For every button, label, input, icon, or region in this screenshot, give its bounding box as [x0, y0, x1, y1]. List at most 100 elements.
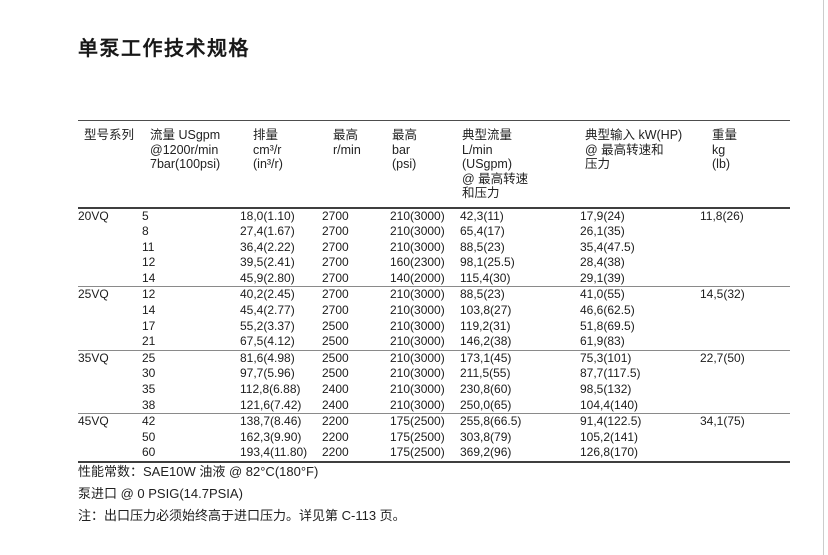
model-section-20VQ: 20VQ 5 18,0(1.10) 2700 210(3000) 42,3(11) 17,9… — [78, 208, 790, 287]
model-section-35VQ: 35VQ 25 81,6(4.98) 2500 210(3000) 173,1(45) 75… — [78, 350, 790, 413]
data-cell: 67,5(4.12) — [240, 334, 295, 349]
data-cell: 81,6(4.98) — [240, 350, 295, 365]
data-cell: 88,5(23) — [460, 239, 505, 254]
table-row: 30 97,7(5.96) 2500 210(3000) 211,5(55) 87,7(1… — [78, 366, 790, 382]
data-cell: 27,4(1.67) — [240, 224, 295, 239]
data-cell: 98,1(25.5) — [460, 255, 515, 270]
data-cell: 35,4(47.5) — [580, 239, 635, 254]
data-cell: 98,5(132) — [580, 382, 632, 397]
data-cell: 2500 — [322, 366, 349, 381]
data-cell: 8 — [142, 224, 149, 239]
data-cell: 26,1(35) — [580, 224, 625, 239]
data-cell: 193,4(11.80) — [240, 445, 308, 460]
weight-cell: 22,7(50) — [700, 350, 745, 365]
data-cell: 5 — [142, 208, 149, 223]
table-row: 14 45,4(2.77) 2700 210(3000) 103,8(27) 46,6(6… — [78, 303, 790, 319]
data-cell: 50 — [142, 429, 156, 444]
data-cell: 210(3000) — [390, 350, 445, 365]
data-cell: 45,4(2.77) — [240, 303, 295, 318]
data-cell: 17,9(24) — [580, 208, 625, 223]
data-cell: 210(3000) — [390, 366, 445, 381]
data-cell: 45,9(2.80) — [240, 270, 295, 285]
page-title: 单泵工作技术规格 — [78, 38, 250, 60]
data-cell: 175(2500) — [390, 445, 445, 460]
data-cell: 112,8(6.88) — [240, 382, 301, 397]
data-cell: 2700 — [322, 270, 349, 285]
data-cell: 369,2(96) — [460, 445, 512, 460]
table-row: 35 112,8(6.88) 2400 210(3000) 230,8(60) 98,5(… — [78, 382, 790, 398]
spec-table-container: 型号系列 流量 USgpm @1200r/min 7bar(100psi) 排量 c… — [78, 120, 790, 463]
data-cell: 119,2(31) — [460, 318, 511, 333]
data-cell: 210(3000) — [390, 287, 445, 302]
data-cell: 210(3000) — [390, 208, 445, 223]
data-cell: 2700 — [322, 255, 349, 270]
data-cell: 42 — [142, 414, 156, 429]
data-cell: 230,8(60) — [460, 382, 512, 397]
table-row: 38 121,6(7.42) 2400 210(3000) 250,0(65) 104,4… — [78, 398, 790, 414]
table-row: 17 55,2(3.37) 2500 210(3000) 119,2(31) 51,8(6… — [78, 319, 790, 335]
data-cell: 210(3000) — [390, 382, 445, 397]
note-outlet-pressure: 注：出口压力必须始终高于进口压力。详见第 C-113 页。 — [78, 508, 406, 523]
data-cell: 38 — [142, 397, 156, 412]
table-row: 14 45,9(2.80) 2700 140(2000) 115,4(30) 29,1(3… — [78, 271, 790, 287]
data-cell: 17 — [142, 318, 156, 333]
data-cell: 160(2300) — [390, 255, 445, 270]
data-cell: 30 — [142, 366, 156, 381]
weight-cell: 14,5(32) — [700, 287, 745, 302]
data-cell: 210(3000) — [390, 239, 445, 254]
column-header: 典型输入 kW(HP) @ 最高转速和 压力 — [585, 128, 683, 171]
model-section-45VQ: 45VQ 42 138,7(8.46) 2200 175(2500) 255,8(66.5… — [78, 413, 790, 462]
data-cell: 75,3(101) — [580, 350, 632, 365]
data-cell: 210(3000) — [390, 397, 445, 412]
data-cell: 11 — [142, 239, 155, 254]
data-cell: 211,5(55) — [460, 366, 511, 381]
data-cell: 138,7(8.46) — [240, 414, 302, 429]
data-cell: 91,4(122.5) — [580, 414, 642, 429]
data-cell: 2500 — [322, 318, 349, 333]
column-header: 最高 r/min — [333, 128, 361, 157]
data-cell: 2200 — [322, 414, 349, 429]
data-cell: 60 — [142, 445, 156, 460]
data-cell: 35 — [142, 382, 156, 397]
data-cell: 210(3000) — [390, 303, 445, 318]
note-performance-constants: 性能常数：SAE10W 油液 @ 82°C(180°F) — [78, 464, 319, 479]
data-cell: 2400 — [322, 382, 349, 397]
table-row: 11 36,4(2.22) 2700 210(3000) 88,5(23) 35,4(47… — [78, 240, 790, 256]
data-cell: 250,0(65) — [460, 397, 512, 412]
data-cell: 2700 — [322, 287, 349, 302]
data-cell: 115,4(30) — [460, 270, 511, 285]
table-row: 21 67,5(4.12) 2500 210(3000) 146,2(38) 61,9(8… — [78, 334, 790, 350]
table-row: 12 39,5(2.41) 2700 160(2300) 98,1(25.5) 28,4(… — [78, 255, 790, 271]
data-cell: 51,8(69.5) — [580, 318, 635, 333]
data-cell: 87,7(117.5) — [580, 366, 641, 381]
data-cell: 146,2(38) — [460, 334, 512, 349]
data-cell: 21 — [142, 334, 156, 349]
data-cell: 65,4(17) — [460, 224, 505, 239]
data-cell: 39,5(2.41) — [240, 255, 295, 270]
data-cell: 28,4(38) — [580, 255, 625, 270]
data-cell: 29,1(39) — [580, 270, 625, 285]
data-cell: 210(3000) — [390, 318, 445, 333]
column-header: 型号系列 — [84, 128, 135, 142]
data-cell: 2700 — [322, 208, 349, 223]
model-series-cell: 45VQ — [78, 414, 109, 429]
column-header: 流量 USgpm @1200r/min 7bar(100psi) — [150, 128, 221, 171]
data-cell: 2200 — [322, 429, 349, 444]
data-cell: 173,1(45) — [460, 350, 512, 365]
data-cell: 14 — [142, 303, 156, 318]
data-cell: 303,8(79) — [460, 429, 512, 444]
data-cell: 121,6(7.42) — [240, 397, 302, 412]
weight-cell: 11,8(26) — [700, 208, 744, 223]
column-header: 排量 cm³/r (in³/r) — [253, 128, 283, 171]
data-cell: 12 — [142, 255, 156, 270]
table-row: 8 27,4(1.67) 2700 210(3000) 65,4(17) 26,1(35) — [78, 224, 790, 240]
data-cell: 12 — [142, 287, 156, 302]
data-cell: 25 — [142, 350, 156, 365]
data-cell: 88,5(23) — [460, 287, 505, 302]
model-series-cell: 20VQ — [78, 208, 109, 223]
spec-table: 型号系列 流量 USgpm @1200r/min 7bar(100psi) 排量 c… — [78, 120, 790, 463]
data-cell: 2700 — [322, 224, 349, 239]
data-cell: 40,2(2.45) — [240, 287, 295, 302]
data-cell: 2700 — [322, 303, 349, 318]
